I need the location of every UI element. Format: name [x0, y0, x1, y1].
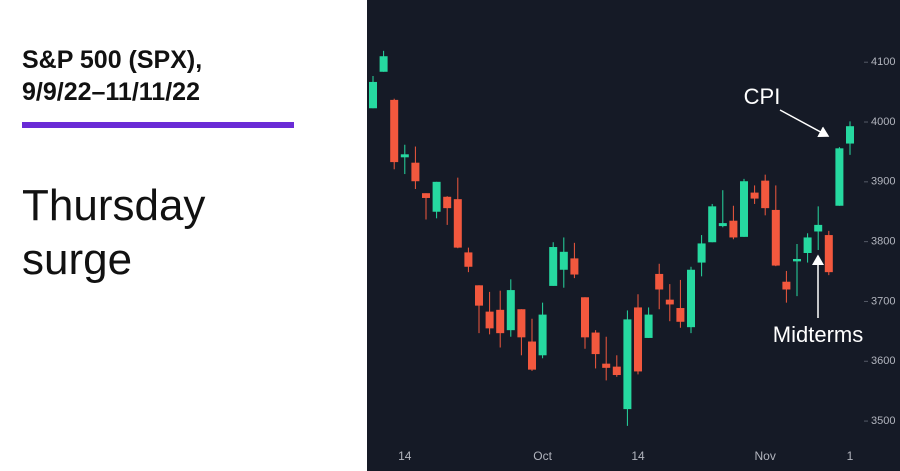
candle-body: [612, 366, 621, 376]
candle-body: [687, 269, 695, 328]
candle-body: [443, 196, 452, 209]
candle-body: [729, 220, 738, 238]
candle-body: [475, 285, 483, 306]
candle-body: [750, 192, 759, 199]
candle-body: [824, 235, 833, 273]
x-tick-label: 14: [631, 449, 645, 463]
candle-body: [369, 81, 377, 109]
candle-body: [697, 243, 706, 263]
x-tick-label: Nov: [755, 449, 776, 463]
candle-body: [655, 273, 664, 290]
candle-body: [814, 224, 823, 232]
candle-body: [496, 309, 505, 334]
candle-body: [528, 341, 536, 370]
candle-body: [464, 252, 473, 267]
candle-body: [793, 258, 801, 262]
y-tick-label: 4100: [871, 56, 895, 68]
candle-body: [422, 193, 430, 198]
candle-body: [400, 154, 409, 158]
candle-body: [846, 126, 854, 144]
y-tick-label: 4000: [871, 116, 895, 128]
candle-body: [390, 99, 399, 163]
candle-body: [782, 281, 791, 290]
candle-body: [538, 314, 547, 356]
candle-body: [676, 308, 685, 322]
candle-body: [740, 181, 748, 237]
chart-background: [367, 0, 900, 471]
candle-body: [559, 251, 568, 270]
annotation-arrow: [779, 109, 830, 137]
candle-body: [708, 206, 717, 243]
candle-body: [665, 299, 674, 305]
candle-body: [591, 332, 600, 355]
candle-body: [771, 209, 780, 266]
candle-body: [718, 223, 727, 227]
candle-body: [581, 297, 589, 338]
x-tick-label: 14: [398, 449, 412, 463]
x-tick-label: Oct: [533, 449, 552, 463]
annotation: CPI: [744, 84, 781, 109]
y-tick-label: 3500: [871, 415, 895, 427]
candle-body: [432, 181, 441, 212]
y-tick-label: 3800: [871, 236, 895, 248]
candle-body: [644, 314, 653, 338]
candle-body: [570, 258, 579, 275]
subtitle-line: Thursday: [22, 181, 206, 230]
candle-body: [549, 247, 558, 286]
candle-body: [803, 237, 812, 254]
candle-body: [411, 162, 420, 182]
candle-body: [379, 56, 388, 72]
title-line: S&P 500 (SPX),: [22, 46, 203, 74]
y-tick-label: 3600: [871, 355, 895, 367]
title-line: 9/9/22–11/11/22: [22, 78, 200, 106]
x-tick-label: 1: [847, 449, 854, 463]
candle-body: [835, 148, 844, 206]
y-tick-label: 3700: [871, 295, 895, 307]
candle-body: [602, 363, 611, 368]
subtitle-line: surge: [22, 235, 133, 284]
chart: CPI Midterms 3500 3600 3700 3800 3900 4000 410…: [367, 0, 900, 471]
candle-body: [634, 307, 642, 372]
accent-rule: [22, 122, 294, 128]
text-panel: S&P 500 (SPX), 9/9/22–11/11/22 Thursday …: [0, 0, 365, 471]
annotation: Midterms: [773, 322, 863, 347]
candle-body: [485, 311, 494, 329]
candle-body: [506, 290, 515, 331]
candle-body: [453, 199, 462, 248]
y-tick-label: 3900: [871, 176, 895, 188]
candle-body: [761, 180, 770, 209]
candle-body: [517, 309, 526, 338]
candle-body: [623, 319, 632, 410]
